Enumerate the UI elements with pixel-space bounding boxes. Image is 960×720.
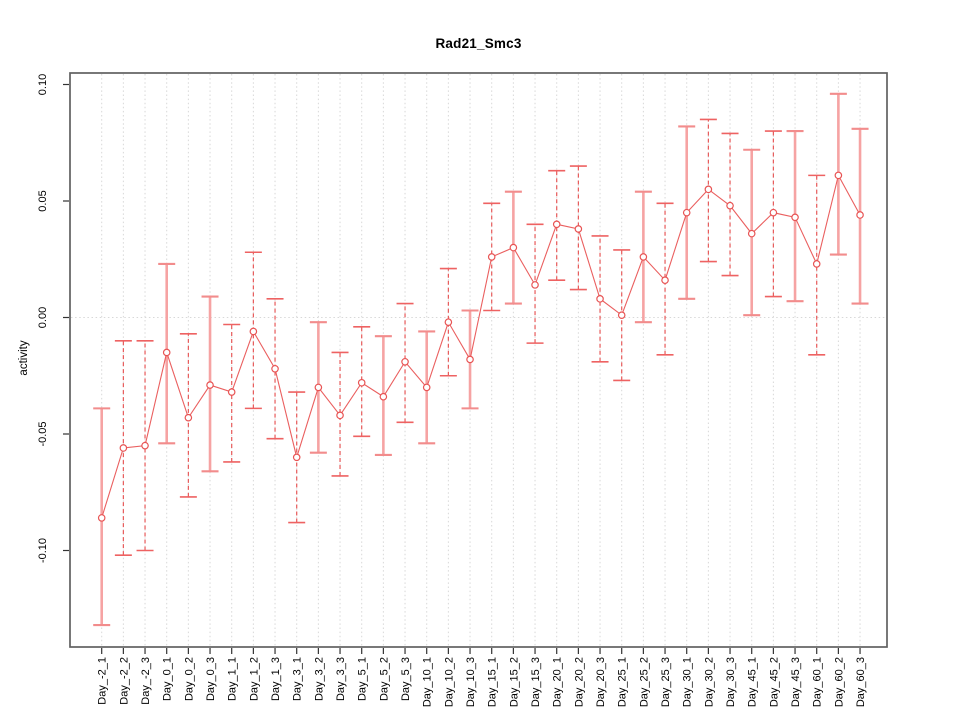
plot-box xyxy=(69,72,888,648)
data-point-marker xyxy=(704,185,713,194)
data-point-marker xyxy=(336,411,344,420)
x-tick-label: Day_15_3 xyxy=(530,657,542,707)
x-tick-label: Day_10_3 xyxy=(465,657,477,707)
data-point-marker xyxy=(97,514,106,522)
x-tick-label: Day_30_2 xyxy=(703,657,715,707)
data-point-marker xyxy=(574,225,583,233)
x-tick-label: Day_20_2 xyxy=(573,657,585,707)
data-point-marker xyxy=(401,357,409,366)
x-tick-label: Day_60_2 xyxy=(833,657,845,707)
data-point-marker xyxy=(141,441,149,450)
x-tick-label: Day_60_3 xyxy=(855,657,867,707)
x-tick-label: Day_10_1 xyxy=(422,657,434,707)
data-point-marker xyxy=(682,208,691,217)
data-point-marker xyxy=(856,211,864,219)
x-tick-label: Day_3_1 xyxy=(292,657,304,701)
data-point-marker xyxy=(271,364,279,373)
x-tick-label: Day_20_1 xyxy=(552,657,564,707)
x-tick-label: Day_5_1 xyxy=(357,657,369,701)
data-point-marker xyxy=(552,220,561,229)
x-tick-label: Day_30_1 xyxy=(682,657,694,707)
data-point-marker xyxy=(617,311,626,319)
series-line xyxy=(101,173,861,519)
data-point-marker xyxy=(206,381,214,389)
x-tick-label: Day_60_1 xyxy=(812,657,824,707)
data-point-marker xyxy=(531,281,539,289)
data-point-marker xyxy=(769,208,778,217)
data-point-marker xyxy=(184,413,193,422)
data-point-marker xyxy=(596,295,604,303)
x-tick-label: Day_5_3 xyxy=(400,657,412,701)
data-point-marker xyxy=(249,327,258,336)
x-tick-label: Day_25_1 xyxy=(617,657,629,707)
data-point-marker xyxy=(466,355,474,364)
x-tick-label: Day_20_3 xyxy=(595,657,607,707)
x-tick-label: Day_25_2 xyxy=(638,657,650,707)
x-tick-label: Day_45_3 xyxy=(790,657,802,707)
x-tick-label: Day_1_1 xyxy=(227,657,239,701)
data-point-marker xyxy=(292,453,301,462)
data-point-marker xyxy=(119,444,128,452)
chart-title: Rad21_Smc3 xyxy=(435,36,522,51)
data-point-marker xyxy=(812,260,821,268)
x-tick-label: Day_45_2 xyxy=(768,657,780,707)
x-tick-label: Day_3_2 xyxy=(313,657,325,701)
x-tick-label: Day_3_3 xyxy=(335,657,347,701)
data-point-marker xyxy=(357,378,366,387)
data-point-marker xyxy=(834,171,843,180)
data-point-marker xyxy=(661,276,669,285)
y-tick-label: -0.10 xyxy=(37,538,49,563)
x-tick-label: Day_1_3 xyxy=(270,657,282,701)
x-tick-label: Day_30_3 xyxy=(725,657,737,707)
data-point-marker xyxy=(639,253,648,261)
data-point-marker xyxy=(444,318,453,326)
data-point-marker xyxy=(162,348,171,357)
y-tick-label: 0.00 xyxy=(37,307,49,328)
x-tick-label: Day_-2_1 xyxy=(97,657,109,705)
data-point-marker xyxy=(227,388,236,396)
x-tick-label: Day_-2_2 xyxy=(118,657,130,705)
x-tick-label: Day_0_2 xyxy=(183,657,195,701)
data-point-marker xyxy=(379,392,388,401)
data-point-marker xyxy=(314,383,323,392)
y-tick-label: 0.05 xyxy=(37,190,49,211)
x-tick-label: Day_1_2 xyxy=(248,657,260,701)
x-tick-label: Day_15_2 xyxy=(508,657,520,707)
x-tick-label: Day_5_2 xyxy=(378,657,390,701)
x-tick-label: Day_-2_3 xyxy=(140,657,152,705)
data-point-marker xyxy=(791,213,799,222)
data-point-marker xyxy=(726,201,734,210)
x-tick-label: Day_10_2 xyxy=(443,657,455,707)
x-tick-label: Day_45_1 xyxy=(747,657,759,707)
data-point-marker xyxy=(487,253,496,261)
y-tick-label: 0.10 xyxy=(37,74,49,95)
x-tick-label: Day_0_3 xyxy=(205,657,217,701)
x-tick-label: Day_0_1 xyxy=(162,657,174,701)
data-point-marker xyxy=(747,229,756,238)
data-point-marker xyxy=(509,243,518,252)
y-tick-label: -0.05 xyxy=(37,421,49,446)
x-tick-label: Day_25_3 xyxy=(660,657,672,707)
x-tick-label: Day_15_1 xyxy=(487,657,499,707)
data-point-marker xyxy=(422,383,431,392)
